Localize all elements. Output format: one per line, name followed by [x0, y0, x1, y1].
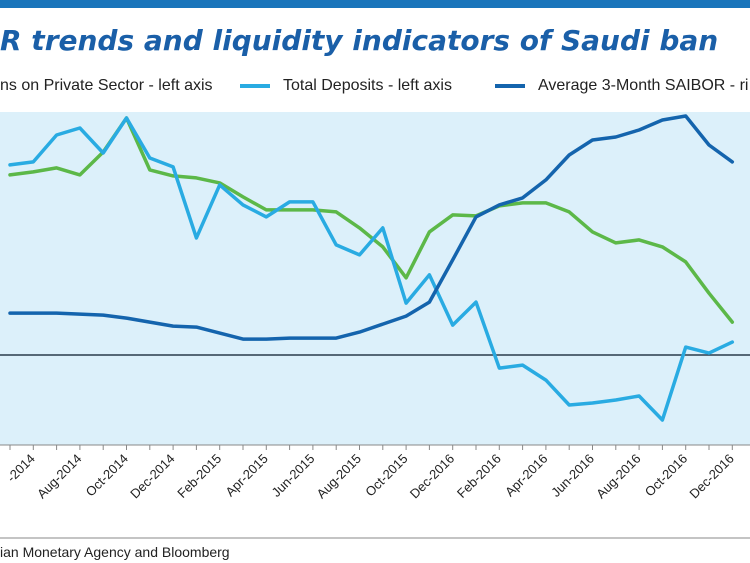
x-tick-label: Aug-2014 [34, 451, 84, 501]
plot-area [0, 112, 750, 445]
x-tick-label: Feb-2016 [454, 451, 504, 501]
x-tick-label: Dec-2016 [407, 451, 457, 501]
x-tick-label: Apr-2015 [222, 451, 270, 499]
x-tick-label: Feb-2015 [174, 451, 224, 501]
series-line [8, 116, 735, 422]
legend-label: Total Deposits - left axis [283, 77, 452, 94]
chart-title: R trends and liquidity indicators of Sau… [0, 24, 718, 57]
x-tick-label: Aug-2016 [593, 451, 643, 501]
x-tick-label: Dec-2014 [127, 451, 177, 501]
legend-label: Average 3-Month SAIBOR - ri [538, 77, 748, 94]
x-tick-label: Dec-2016 [686, 451, 736, 501]
x-tick-label: -2014 [4, 451, 38, 485]
x-tick-label: Oct-2016 [642, 451, 690, 499]
x-tick-label: Apr-2016 [502, 451, 550, 499]
series-line [8, 114, 735, 341]
x-tick-label: Oct-2015 [362, 451, 410, 499]
top-bar [0, 0, 750, 8]
source: ian Monetary Agency and Bloomberg [0, 544, 230, 560]
legend-label: ns on Private Sector - left axis [0, 77, 213, 94]
x-tick-label: Aug-2015 [314, 451, 364, 501]
x-tick-label: Oct-2014 [83, 451, 131, 499]
x-tick-label: Jun-2016 [548, 451, 597, 500]
x-tick-label: Jun-2015 [269, 451, 318, 500]
